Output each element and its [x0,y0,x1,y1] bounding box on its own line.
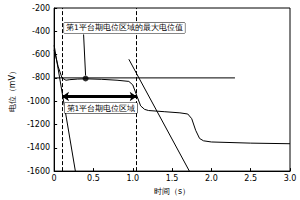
svg-text:0.5: 0.5 [87,174,100,183]
svg-text:2.5: 2.5 [244,174,257,183]
svg-text:电位（mV）: 电位（mV） [8,67,17,112]
svg-text:-1600: -1600 [27,167,50,176]
svg-text:-1000: -1000 [27,97,50,106]
svg-text:1.5: 1.5 [166,174,179,183]
svg-text:-1400: -1400 [27,143,50,152]
svg-text:第1平台期电位区域: 第1平台期电位区域 [67,104,136,113]
svg-text:-800: -800 [32,73,50,82]
svg-text:-600: -600 [32,50,50,59]
svg-text:3.0: 3.0 [284,174,297,183]
svg-text:-400: -400 [32,27,50,36]
svg-text:2.0: 2.0 [205,174,218,183]
svg-text:-1200: -1200 [27,120,50,129]
svg-text:-200: -200 [32,4,50,13]
svg-text:时间（s）: 时间（s） [154,187,190,196]
svg-text:1.0: 1.0 [126,174,139,183]
svg-text:第1平台期电位区域的最大电位值: 第1平台期电位区域的最大电位值 [66,23,183,32]
svg-text:0: 0 [52,174,57,183]
